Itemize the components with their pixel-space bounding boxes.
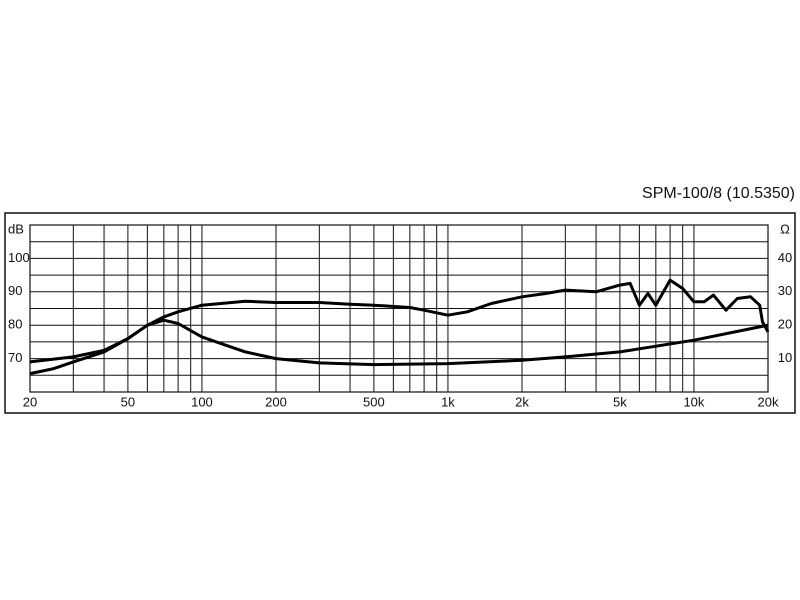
y-axis-label: dB — [8, 221, 24, 236]
y-tick-label: 100 — [8, 250, 30, 265]
x-tick-label: 1k — [441, 394, 455, 409]
y2-tick-label: 30 — [778, 283, 792, 298]
y-tick-label: 80 — [8, 317, 22, 332]
data-line — [29, 318, 769, 367]
y2-tick-label: 10 — [778, 350, 792, 365]
x-tick-label: 50 — [121, 394, 135, 409]
x-tick-label: 200 — [265, 394, 287, 409]
chart-title: SPM-100/8 (10.5350) — [642, 185, 795, 202]
x-tick-label: 100 — [191, 394, 213, 409]
x-tick-label: 5k — [613, 394, 627, 409]
plot-area — [29, 224, 769, 393]
x-tick-label: 2k — [515, 394, 529, 409]
x-tick-label: 500 — [363, 394, 385, 409]
y2-tick-label: 20 — [778, 317, 792, 332]
chart-frame — [4, 212, 796, 414]
data-line — [29, 278, 770, 376]
y-tick-label: 70 — [8, 350, 22, 365]
y-tick-label: 90 — [8, 283, 22, 298]
x-tick-label: 10k — [683, 394, 704, 409]
y2-tick-label: 40 — [778, 250, 792, 265]
x-tick-label: 20k — [758, 394, 779, 409]
x-tick-label: 20 — [23, 394, 37, 409]
y2-axis-label: Ω — [780, 221, 790, 236]
